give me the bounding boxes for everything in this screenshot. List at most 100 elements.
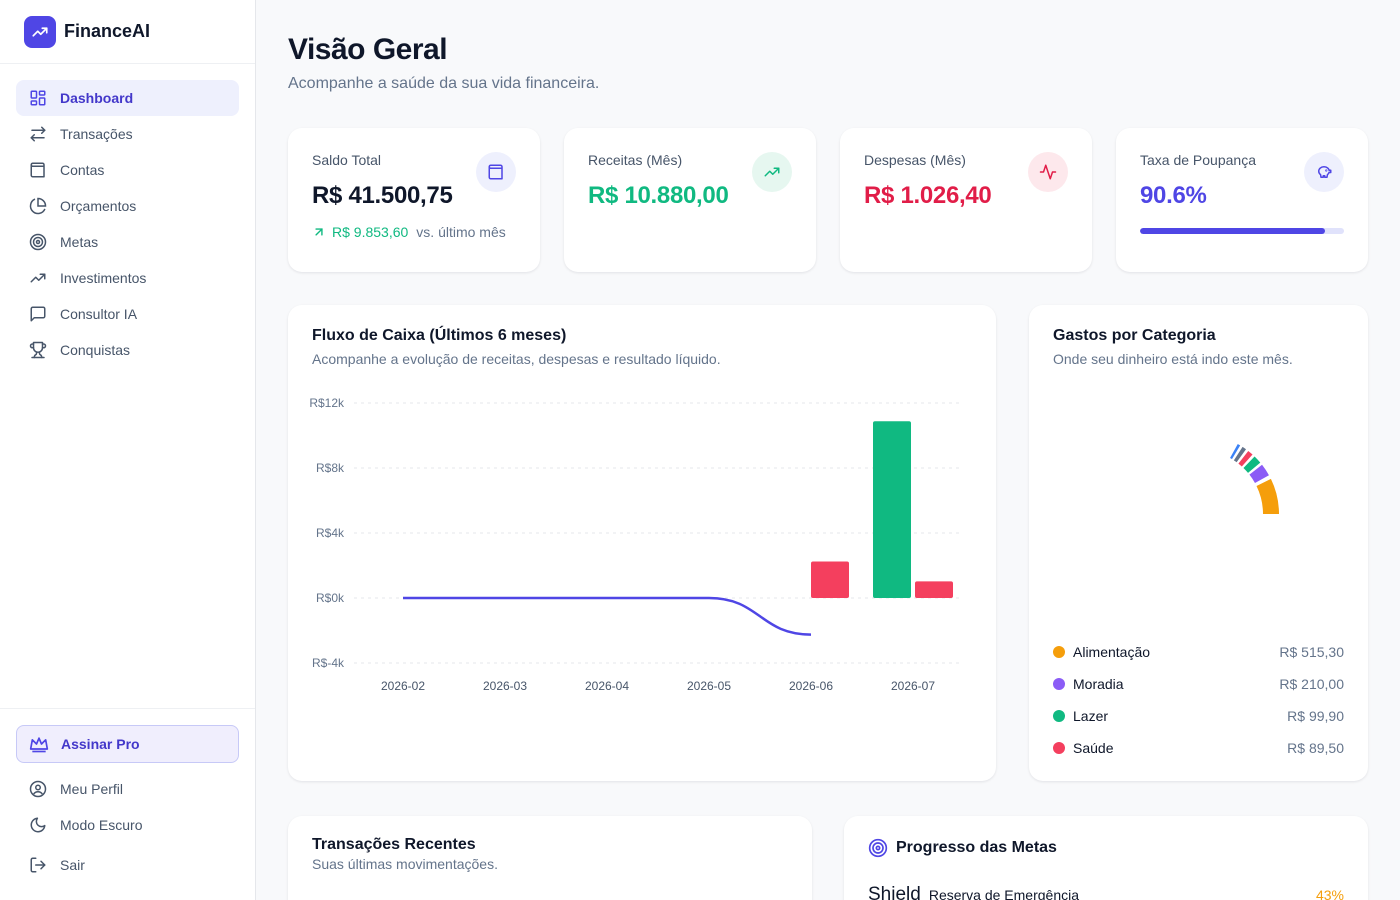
goals-title: Progresso das Metas <box>896 839 1057 856</box>
subscribe-pro-button[interactable]: Assinar Pro <box>16 725 239 763</box>
kpi-despesas-card: Despesas (Mês) R$ 1.026,40 <box>840 128 1092 272</box>
trophy-icon <box>28 340 48 360</box>
sidebar-item-label: Orçamentos <box>60 198 137 214</box>
sidebar-item-metas[interactable]: Metas <box>16 224 239 260</box>
legend-item: Moradia R$ 210,00 <box>1053 674 1344 694</box>
category-card: Gastos por Categoria Onde seu dinheiro e… <box>1029 305 1368 781</box>
donut-slice-other <box>1233 446 1247 463</box>
goals-card: Progresso das Metas Shield Reserva de Em… <box>844 816 1368 900</box>
sidebar-item-conquistas[interactable]: Conquistas <box>16 332 239 368</box>
sidebar-item-dashboard[interactable]: Dashboard <box>16 80 239 116</box>
savings-progress-fill <box>1140 228 1325 234</box>
kpi-trend: R$ 9.853,60 vs. último mês <box>312 224 516 240</box>
sidebar-footer: Assinar Pro Meu Perfil Modo Escuro Sair <box>0 708 255 900</box>
legend-item: Alimentação R$ 515,30 <box>1053 642 1344 662</box>
subscribe-pro-label: Assinar Pro <box>61 736 140 752</box>
goal-icon-text: Shield <box>868 884 921 900</box>
kpi-value: 90.6% <box>1140 182 1207 209</box>
sidebar-item-contas[interactable]: Contas <box>16 152 239 188</box>
sidebar-item-orcamentos[interactable]: Orçamentos <box>16 188 239 224</box>
kpi-value: R$ 1.026,40 <box>864 182 992 209</box>
sidebar: FinanceAI Dashboard Transações Contas Or… <box>0 0 256 900</box>
y-tick-label: R$12k <box>309 396 345 410</box>
profile-label: Meu Perfil <box>60 781 124 797</box>
profile-link[interactable]: Meu Perfil <box>16 771 239 807</box>
cashflow-subtitle: Acompanhe a evolução de receitas, despes… <box>312 351 721 367</box>
dark-mode-toggle[interactable]: Modo Escuro <box>16 807 239 843</box>
legend-value: R$ 89,50 <box>1287 740 1344 756</box>
pie-chart-icon <box>28 196 48 216</box>
x-tick-label: 2026-03 <box>483 679 527 693</box>
category-donut-chart <box>1230 444 1279 514</box>
main-content: Visão Geral Acompanhe a saúde da sua vid… <box>256 0 1400 900</box>
sidebar-item-label: Investimentos <box>60 270 147 286</box>
sidebar-item-label: Contas <box>60 162 105 178</box>
trending-up-icon <box>24 15 56 48</box>
target-icon <box>868 838 888 858</box>
kpi-receitas-card: Receitas (Mês) R$ 10.880,00 <box>564 128 816 272</box>
legend-item: Lazer R$ 99,90 <box>1053 706 1344 726</box>
bar-despesas <box>915 581 953 598</box>
bar-despesas <box>811 561 849 598</box>
y-tick-label: R$-4k <box>312 656 345 670</box>
legend-name: Alimentação <box>1073 644 1151 660</box>
legend-value: R$ 99,90 <box>1287 708 1344 724</box>
sidebar-item-label: Transações <box>60 126 133 142</box>
kpi-label: Despesas (Mês) <box>864 152 966 168</box>
category-subtitle: Onde seu dinheiro está indo este mês. <box>1053 351 1293 367</box>
legend-name: Moradia <box>1073 676 1124 692</box>
legend-item: Saúde R$ 89,50 <box>1053 738 1344 758</box>
app-name: FinanceAI <box>64 21 151 41</box>
bar-receitas <box>873 421 911 598</box>
donut-slice-other <box>1230 444 1241 460</box>
logout-icon <box>28 855 48 875</box>
legend-value: R$ 210,00 <box>1279 676 1344 692</box>
line-saldo <box>402 596 812 636</box>
legend-value: R$ 515,30 <box>1279 644 1344 660</box>
x-tick-label: 2026-05 <box>687 679 731 693</box>
trending-up-icon <box>28 268 48 288</box>
page-subtitle: Acompanhe a saúde da sua vida financeira… <box>288 75 600 92</box>
x-tick-label: 2026-06 <box>789 679 833 693</box>
kpi-label: Saldo Total <box>312 152 382 168</box>
recent-subtitle: Suas últimas movimentações. <box>312 856 498 872</box>
cashflow-chart: R$12k R$8k R$4k R$0k R$-4k 2026-02 2026-03 2026… <box>309 396 960 693</box>
moon-icon <box>28 815 48 835</box>
kpi-trend-text: vs. último mês <box>416 224 506 240</box>
target-icon <box>28 232 48 252</box>
kpi-poupanca-card: Taxa de Poupança 90.6% <box>1116 128 1368 272</box>
wallet-icon <box>476 152 516 192</box>
y-tick-label: R$8k <box>316 461 345 475</box>
kpi-trend-value: R$ 9.853,60 <box>332 224 409 240</box>
goal-item: Shield Reserva de Emergência 43% <box>868 884 1344 900</box>
sidebar-nav: Dashboard Transações Contas Orçamentos M… <box>0 64 255 368</box>
arrow-up-right-icon <box>315 228 323 236</box>
legend-dot <box>1053 678 1065 690</box>
cashflow-card: Fluxo de Caixa (Últimos 6 meses) Acompan… <box>288 305 996 781</box>
piggy-bank-icon <box>1304 152 1344 192</box>
sidebar-item-transacoes[interactable]: Transações <box>16 116 239 152</box>
goal-percent: 43% <box>1315 887 1344 900</box>
goal-name: Reserva de Emergência <box>928 887 1080 900</box>
recent-transactions-card: Transações Recentes Suas últimas movimen… <box>288 816 812 900</box>
donut-slice-moradia <box>1249 464 1269 483</box>
crown-icon <box>29 734 49 754</box>
donut-slice-lazer <box>1243 456 1261 473</box>
sidebar-item-label: Conquistas <box>60 342 131 358</box>
sidebar-item-investimentos[interactable]: Investimentos <box>16 260 239 296</box>
logout-button[interactable]: Sair <box>16 847 239 883</box>
kpi-label: Taxa de Poupança <box>1140 152 1256 168</box>
activity-icon <box>1028 152 1068 192</box>
category-title: Gastos por Categoria <box>1053 327 1216 344</box>
logout-label: Sair <box>60 857 85 873</box>
page-title: Visão Geral <box>288 33 448 66</box>
sidebar-item-label: Consultor IA <box>60 306 138 322</box>
sidebar-item-label: Dashboard <box>60 90 134 106</box>
kpi-value: R$ 41.500,75 <box>312 182 453 209</box>
cashflow-title: Fluxo de Caixa (Últimos 6 meses) <box>312 327 567 344</box>
sidebar-item-consultor[interactable]: Consultor IA <box>16 296 239 332</box>
donut-slice-alimentacao <box>1256 478 1279 514</box>
user-circle-icon <box>28 779 48 799</box>
legend-name: Saúde <box>1073 740 1114 756</box>
arrows-exchange-icon <box>28 124 48 144</box>
